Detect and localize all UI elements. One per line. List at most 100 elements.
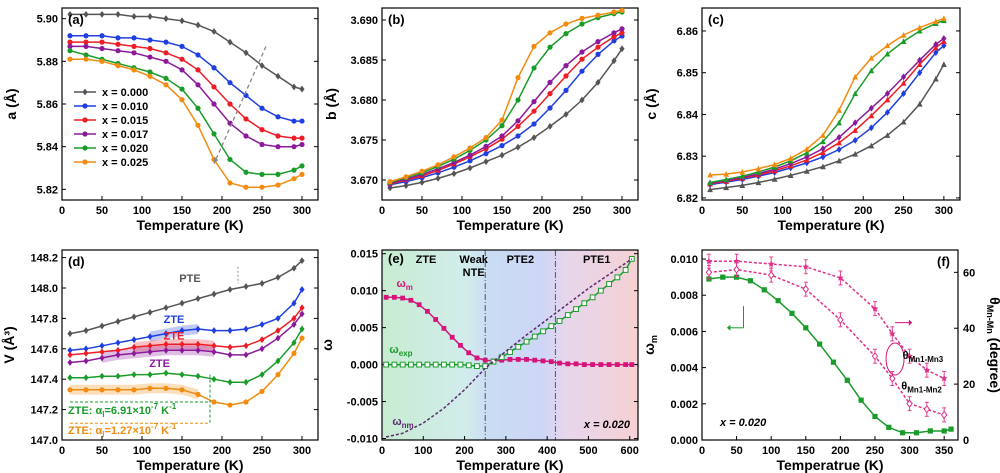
data-point: [787, 155, 794, 161]
y-tick-label: 3.675: [350, 135, 378, 147]
data-point: [195, 21, 201, 29]
data-point: [941, 35, 947, 42]
x-tick-label: 150: [493, 205, 511, 217]
y-tick-label: 147.2: [30, 405, 58, 417]
y-tick-label: 5.88: [37, 56, 58, 68]
data-point: [940, 410, 948, 420]
panel-label: (c): [708, 12, 724, 27]
data-point: [852, 127, 859, 133]
series-line: [70, 337, 303, 406]
data-point: [83, 52, 89, 58]
data-point: [67, 11, 73, 18]
data-point: [243, 49, 249, 57]
data-point: [211, 327, 217, 334]
data-point: [425, 308, 430, 314]
theta-label-part: θ: [901, 381, 907, 393]
data-point: [163, 304, 169, 312]
data-point: [916, 100, 923, 107]
data-point: [948, 426, 954, 432]
data-point: [916, 61, 923, 67]
data-point: [83, 349, 89, 357]
data-point: [227, 286, 233, 293]
data-point: [547, 105, 553, 111]
y-tick-label: 0.000: [670, 435, 698, 447]
data-point: [852, 150, 859, 157]
x-tick-label: 300: [293, 445, 311, 457]
data-point: [837, 274, 844, 281]
data-point: [419, 168, 425, 174]
data-point: [243, 92, 249, 99]
legend-entry: x = 0.017: [102, 129, 148, 141]
data-point: [547, 79, 553, 85]
data-point: [147, 37, 153, 43]
data-point: [291, 299, 297, 307]
data-point: [115, 372, 121, 380]
data-point: [211, 375, 217, 383]
y-tick-label: 3.680: [350, 95, 378, 107]
data-point: [507, 349, 513, 355]
data-point: [275, 144, 281, 150]
data-point: [579, 56, 585, 62]
y2-axis-label: θMn-Mn (degree): [985, 297, 1000, 393]
legend-marker: [82, 145, 88, 151]
data-point: [606, 362, 612, 367]
data-point: [227, 327, 233, 334]
panel-label: (a): [68, 12, 84, 27]
data-point: [940, 61, 947, 67]
data-point: [67, 351, 73, 359]
data-point: [787, 172, 794, 178]
data-point: [147, 385, 153, 391]
data-point: [83, 11, 89, 18]
x-tick-label: 0: [59, 445, 65, 457]
data-point: [852, 136, 858, 144]
data-point: [195, 391, 201, 397]
data-point: [163, 39, 169, 45]
data-point: [227, 156, 233, 163]
data-point: [531, 99, 537, 105]
data-point: [540, 328, 546, 335]
data-point: [115, 41, 121, 47]
x-tick-label: 150: [173, 205, 191, 217]
data-point: [291, 315, 297, 322]
data-point: [275, 334, 281, 342]
data-point: [195, 52, 201, 58]
data-point: [579, 68, 585, 74]
data-point: [467, 152, 473, 158]
theta-label-part: Mn1-Mn3: [909, 355, 944, 364]
series-line: [70, 58, 303, 188]
data-point: [179, 17, 185, 25]
x-tick-label: 100: [453, 205, 471, 217]
data-point: [490, 358, 497, 365]
panel-a: 0 50 100 150 200 250 300 5.82 5.84 5.86 5.88 5.90 Te…: [3, 7, 319, 233]
annotation-alpha-part: l: [102, 430, 104, 439]
data-point: [628, 255, 635, 262]
data-point: [739, 173, 746, 179]
data-point: [733, 265, 740, 274]
x-tick-label: 400: [538, 445, 556, 457]
data-point: [467, 158, 473, 164]
data-point: [131, 50, 137, 56]
data-point: [195, 340, 201, 348]
data-point: [803, 325, 809, 331]
data-point: [147, 342, 153, 350]
data-point: [243, 325, 249, 333]
x-tick-label: 250: [866, 445, 884, 457]
data-point: [147, 333, 153, 341]
region-label: PTE2: [507, 254, 535, 266]
data-point: [499, 151, 505, 159]
data-point: [611, 9, 617, 15]
y2-axis-label-part: (degree): [987, 334, 1000, 393]
data-point: [243, 116, 249, 122]
data-point: [723, 176, 730, 183]
annotation-alpha-part: =6.91×10: [105, 405, 152, 417]
data-point: [531, 333, 538, 340]
data-point: [391, 361, 398, 368]
data-point: [83, 39, 89, 45]
y-tick-label: 5.86: [37, 99, 58, 111]
series-line: [70, 45, 303, 148]
data-point: [195, 325, 201, 333]
composition-label: x = 0.020: [583, 419, 631, 431]
data-point: [858, 397, 864, 403]
data-point: [540, 358, 546, 364]
y-tick-label: 6.85: [677, 68, 698, 80]
